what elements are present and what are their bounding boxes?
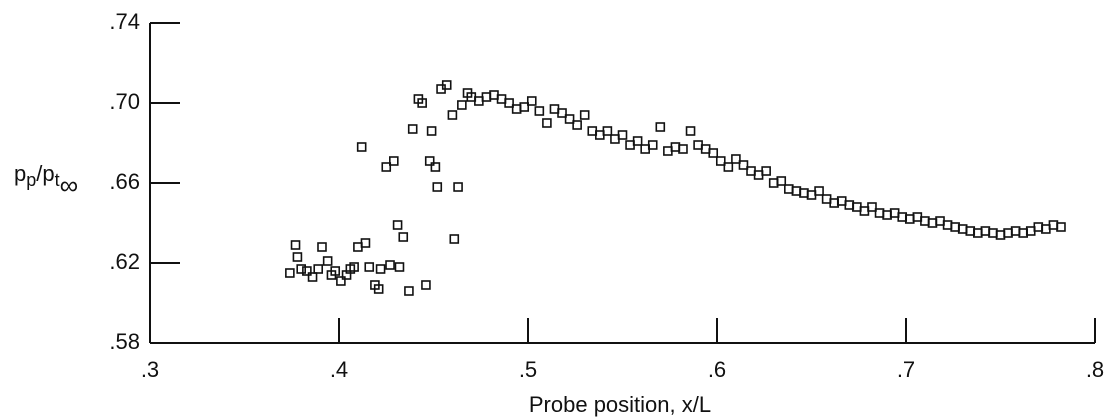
data-point bbox=[449, 234, 460, 244]
x-tick-label: .5 bbox=[519, 357, 537, 382]
data-point bbox=[526, 96, 537, 106]
data-point bbox=[867, 202, 877, 212]
x-tick-label: .6 bbox=[708, 357, 726, 382]
y-tick-label: .62 bbox=[109, 249, 140, 274]
data-point bbox=[336, 276, 346, 286]
data-point bbox=[534, 106, 545, 116]
data-point bbox=[685, 126, 696, 136]
data-point bbox=[647, 140, 658, 150]
data-point bbox=[441, 80, 452, 90]
data-point bbox=[557, 108, 567, 118]
data-point bbox=[632, 136, 643, 146]
data-point bbox=[564, 114, 575, 124]
data-point bbox=[349, 262, 359, 272]
data-point bbox=[417, 98, 427, 108]
x-tick-label: .8 bbox=[1086, 357, 1104, 382]
data-point bbox=[313, 264, 324, 274]
data-point bbox=[385, 260, 395, 270]
data-point bbox=[814, 186, 824, 196]
data-point bbox=[723, 162, 734, 172]
x-axis-label: Probe position, x/L bbox=[529, 392, 711, 417]
y-label-part: ∞ bbox=[60, 170, 79, 200]
data-point bbox=[389, 156, 399, 166]
y-label-part: p bbox=[26, 170, 36, 190]
data-point bbox=[360, 238, 371, 248]
data-point bbox=[290, 240, 301, 250]
data-point bbox=[572, 120, 582, 130]
data-point bbox=[285, 268, 295, 278]
data-point bbox=[715, 156, 726, 166]
x-tick-label: .7 bbox=[897, 357, 915, 382]
y-label-part: t bbox=[55, 170, 60, 190]
data-point bbox=[430, 162, 441, 172]
y-label-part: p bbox=[14, 161, 26, 186]
data-point bbox=[375, 264, 386, 274]
data-point bbox=[356, 142, 367, 152]
data-point bbox=[330, 266, 341, 276]
y-tick-label: .58 bbox=[109, 329, 140, 354]
y-tick-label: .74 bbox=[109, 9, 140, 34]
data-point bbox=[602, 126, 613, 136]
data-point bbox=[731, 154, 741, 164]
data-point bbox=[432, 182, 443, 192]
data-point bbox=[453, 182, 463, 192]
data-point bbox=[447, 110, 458, 120]
data-point bbox=[392, 220, 403, 230]
data-point bbox=[364, 262, 375, 272]
y-tick-label: .70 bbox=[109, 89, 140, 114]
data-point bbox=[738, 160, 749, 170]
y-label-part: /p bbox=[36, 161, 54, 186]
y-tick-label: .66 bbox=[109, 169, 140, 194]
data-point bbox=[708, 148, 719, 158]
data-point bbox=[407, 124, 418, 134]
data-point bbox=[678, 144, 688, 154]
data-point bbox=[373, 284, 384, 294]
x-tick-label: .3 bbox=[141, 357, 159, 382]
data-point bbox=[296, 264, 307, 274]
data-point bbox=[381, 162, 392, 172]
y-axis-label: pp/pt∞ bbox=[14, 161, 78, 200]
x-tick-label: .4 bbox=[330, 357, 348, 382]
data-point bbox=[317, 242, 327, 252]
data-point bbox=[1056, 222, 1066, 232]
data-point bbox=[426, 126, 437, 136]
data-point bbox=[519, 102, 530, 112]
data-point bbox=[421, 280, 431, 290]
data-point bbox=[424, 156, 435, 166]
data-point bbox=[761, 166, 771, 176]
data-point bbox=[504, 98, 514, 108]
data-point bbox=[398, 232, 409, 242]
data-point bbox=[542, 118, 552, 128]
data-point bbox=[655, 122, 666, 132]
data-point bbox=[302, 266, 312, 276]
data-point bbox=[307, 272, 318, 282]
data-point bbox=[579, 110, 590, 120]
data-point bbox=[404, 286, 414, 296]
data-point bbox=[322, 256, 333, 266]
data-point bbox=[394, 262, 405, 272]
data-point bbox=[776, 176, 787, 186]
data-point bbox=[292, 252, 303, 262]
data-point bbox=[457, 100, 467, 110]
data-point bbox=[617, 130, 628, 140]
